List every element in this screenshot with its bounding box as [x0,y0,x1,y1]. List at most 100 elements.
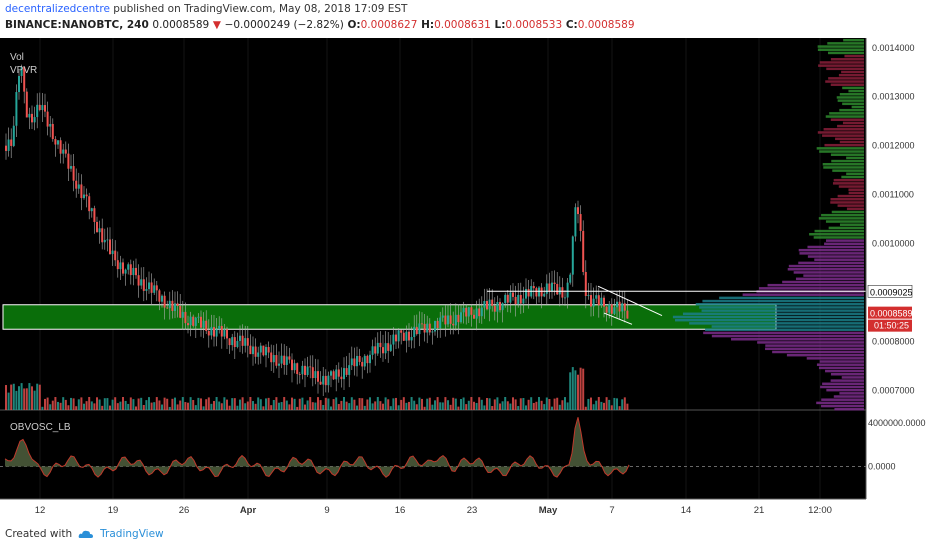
candle-body [473,314,475,319]
candle-body [132,267,135,276]
candle-body [395,334,397,342]
volume-bar [59,402,62,410]
candle-body [285,356,288,365]
x-tick-label: Apr [240,505,257,516]
volume-bar [189,397,192,410]
candle-body [330,371,332,376]
vpvr-bar [839,392,864,395]
vpvr-bar [830,118,864,121]
volume-bar [330,406,332,410]
volume-bar [166,398,169,410]
volume-bar [400,399,403,410]
volume-bar [517,406,520,410]
candle-body [101,228,104,243]
downtrend-line [597,285,663,316]
low-label: L: [494,19,506,31]
volume-bar [41,406,44,410]
vpvr-profile [672,38,864,411]
published-text: published on TradingView.com, May 08, 20… [113,3,408,15]
vpvr-bar [841,175,864,179]
candle-body [509,292,512,303]
vpvr-bar [830,58,864,61]
tradingview-brand[interactable]: TradingView [100,528,164,540]
volume-bar [142,405,145,410]
vpvr-label: VPVR [10,65,37,76]
candle-body [496,301,499,312]
candle-body [51,123,54,140]
countdown-badge [868,319,912,332]
y-tick-label: 0.0013000 [872,92,915,102]
volume-bar [7,392,10,410]
vpvr-bar [821,398,864,401]
volume-bar [174,397,176,410]
wedge-lower-line [603,312,633,325]
volume-bar [207,397,210,410]
volume-bar [194,405,197,410]
candle-body [478,308,481,317]
candle-body [31,113,33,123]
volume-bar [10,384,13,410]
volume-bar [457,406,460,410]
candle-body [80,184,83,199]
volume-bar [561,400,564,410]
candle-body [408,331,410,341]
candle-body [439,317,442,329]
vpvr-bar [807,255,864,258]
candle-body [166,307,169,309]
volume-bar [556,397,559,410]
open-label: O: [347,19,361,31]
candle-body [405,331,408,341]
volume-bar [452,397,455,410]
candle-body [5,145,7,151]
vpvr-bar [831,159,864,163]
volume-bar [491,406,494,410]
candle-body [538,287,540,297]
volume-bar [480,399,483,410]
candle-body [397,330,400,342]
candle-body [543,293,546,297]
candle-body [436,320,439,329]
vpvr-bar [830,153,864,156]
volume-bar [31,386,33,410]
volume-bar [553,398,556,410]
volume-bar [356,405,358,410]
author-link[interactable]: decentralizedcentre [5,3,110,15]
candle-body [44,105,46,112]
high-label: H: [421,19,435,31]
volume-bar [473,401,475,410]
support-zone-rect [2,304,777,330]
volume-bar [49,404,52,410]
candle-body [150,282,153,293]
volume-bar [36,383,39,410]
vpvr-bar [786,353,864,357]
vpvr-bar [824,242,864,246]
candle-body [72,166,75,181]
candle-body [410,337,413,341]
volume-bar [551,406,553,410]
volume-bar [587,398,590,410]
volume-bar [246,401,249,410]
candle-body [535,288,538,297]
candle-body [327,375,330,386]
symbol-info: BINANCE:NANOBTC, 240 0.0008589 ▼ −0.0000… [5,19,635,31]
volume-bar [613,397,616,410]
volume-bar [233,398,236,410]
price-chart[interactable]: 0.0014000 0.0013000 0.0012000 0.0011000 0.00… [0,38,932,520]
candle-body [449,315,452,324]
candle-body [561,287,564,298]
volume-bar [12,383,15,410]
volume-bars [5,367,629,410]
candle-body [605,306,608,313]
candle-body [49,123,52,127]
volume-bar [436,397,439,410]
volume-bar [252,401,254,410]
candle-body [181,311,184,318]
vpvr-bar [825,115,864,118]
vpvr-bar [830,373,864,376]
volume-bar [371,403,374,410]
vpvr-bar [846,156,864,160]
candle-body [382,347,384,354]
candle-body [296,363,299,375]
volume-bar [244,403,247,410]
vpvr-bar [820,385,864,389]
